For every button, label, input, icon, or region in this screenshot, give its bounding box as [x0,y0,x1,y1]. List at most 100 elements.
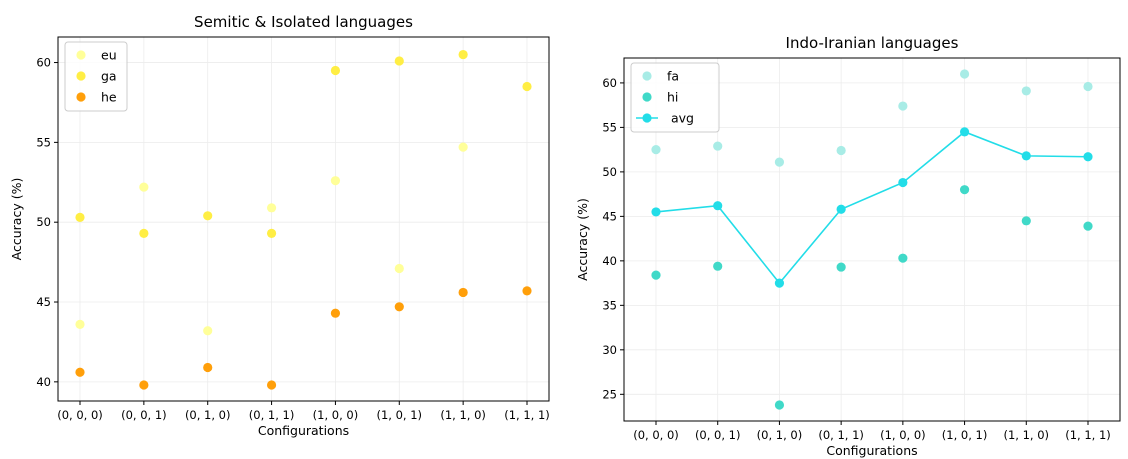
data-point-eu [75,319,85,329]
x-tick-label: (0, 0, 1) [695,428,741,442]
data-point-fa [713,141,723,151]
data-point-eu [458,142,468,152]
x-tick-label: (1, 1, 0) [1004,428,1050,442]
plot-frame [623,57,1121,422]
data-point-ga [394,56,404,66]
data-point-ga [139,228,149,238]
data-point-fa [1083,81,1093,92]
data-point-hi [651,270,661,280]
legend-label-fa: fa [667,69,679,84]
data-point-he [203,362,213,373]
legend-label-ga: ga [101,69,117,84]
legend-marker-hi [642,92,652,102]
x-axis-label: Configurations [258,423,349,438]
data-point-fa [898,101,908,111]
x-tick-label: (1, 1, 1) [504,408,550,422]
x-tick-label: (0, 0, 0) [633,428,679,442]
data-point-he [458,287,468,298]
legend-label-hi: hi [667,90,678,105]
data-point-avg [1021,151,1031,161]
data-point-ga [203,211,213,221]
y-axis-label: Accuracy (%) [575,198,590,281]
data-point-fa [1021,86,1031,96]
x-tick-label: (1, 0, 0) [880,428,926,442]
y-tick-label: 45 [36,295,51,309]
data-point-he [522,286,532,296]
x-tick-label: (1, 0, 1) [942,428,988,442]
data-point-he [266,380,277,390]
data-point-fa [836,145,846,156]
y-tick-label: 40 [602,254,617,268]
x-tick-label: (1, 1, 1) [1065,428,1111,442]
x-axis-label: Configurations [826,443,917,458]
data-point-hi [1021,216,1031,226]
legend-box [630,62,720,133]
data-point-hi [713,261,723,271]
data-point-fa [774,157,785,167]
chart-title: Indo-Iranian languages [786,34,959,52]
data-point-he [394,302,404,312]
y-tick-label: 45 [602,209,617,223]
y-tick-label: 40 [36,375,51,389]
legend-box [64,41,128,112]
x-tick-label: (0, 1, 0) [757,428,803,442]
data-point-hi [836,262,846,272]
legend-marker-avg [642,113,652,123]
data-point-ga [266,228,277,238]
data-point-avg [836,204,846,214]
chart-panel-2: (0, 0, 0) (0, 0, 1) (0, 1, 0) (0, 1, 1) (1, … [575,34,1121,458]
data-point-avg [713,201,723,211]
legend-marker-fa [642,71,652,81]
data-point-ga [330,65,341,76]
legend-marker-ga [76,71,86,81]
data-point-eu [266,203,277,213]
data-point-avg [959,127,970,137]
legend-label-he: he [101,90,117,105]
data-point-hi [959,185,970,195]
data-point-eu [139,182,149,192]
y-tick-label: 25 [602,387,617,401]
y-axis-label: Accuracy (%) [9,178,24,261]
data-point-he [330,308,341,318]
x-tick-label: (1, 0, 0) [313,408,359,422]
data-point-he [75,367,85,377]
data-point-ga [75,212,85,223]
x-tick-label: (1, 1, 0) [440,408,486,422]
y-tick-label: 60 [602,76,617,90]
legend-marker-he [76,92,86,102]
data-point-avg [1083,152,1093,162]
series-line-avg [655,130,1089,285]
x-tick-label: (0, 0, 0) [57,408,103,422]
x-tick-label: (0, 1, 1) [249,408,295,422]
data-point-eu [203,326,213,336]
y-tick-label: 35 [602,298,617,312]
y-tick-label: 60 [36,56,51,70]
data-point-hi [898,253,908,263]
y-tick-label: 50 [602,165,617,179]
chart-panel-1: (0, 0, 0) (0, 0, 1) (0, 1, 0) (0, 1, 1) (1, … [9,13,550,438]
data-point-hi [774,400,785,410]
chart-title: Semitic & Isolated languages [194,13,413,31]
plot-frame [57,36,550,402]
x-tick-label: (1, 0, 1) [377,408,423,422]
data-point-hi [1083,221,1093,231]
data-point-fa [651,145,661,155]
data-point-ga [522,81,532,92]
data-point-he [139,380,149,390]
x-tick-label: (0, 1, 0) [185,408,231,422]
data-point-avg [774,278,785,288]
legend-label-eu: eu [101,48,117,63]
x-tick-label: (0, 0, 1) [121,408,167,422]
y-tick-label: 50 [36,215,51,229]
y-tick-label: 55 [602,120,617,134]
data-point-eu [330,176,341,186]
x-tick-label: (0, 1, 1) [818,428,864,442]
data-point-ga [458,49,468,60]
data-point-avg [898,177,908,188]
legend-marker-eu [76,50,86,60]
y-tick-label: 55 [36,135,51,149]
data-point-avg [651,207,661,217]
y-tick-label: 30 [602,343,617,357]
data-point-fa [959,69,970,79]
